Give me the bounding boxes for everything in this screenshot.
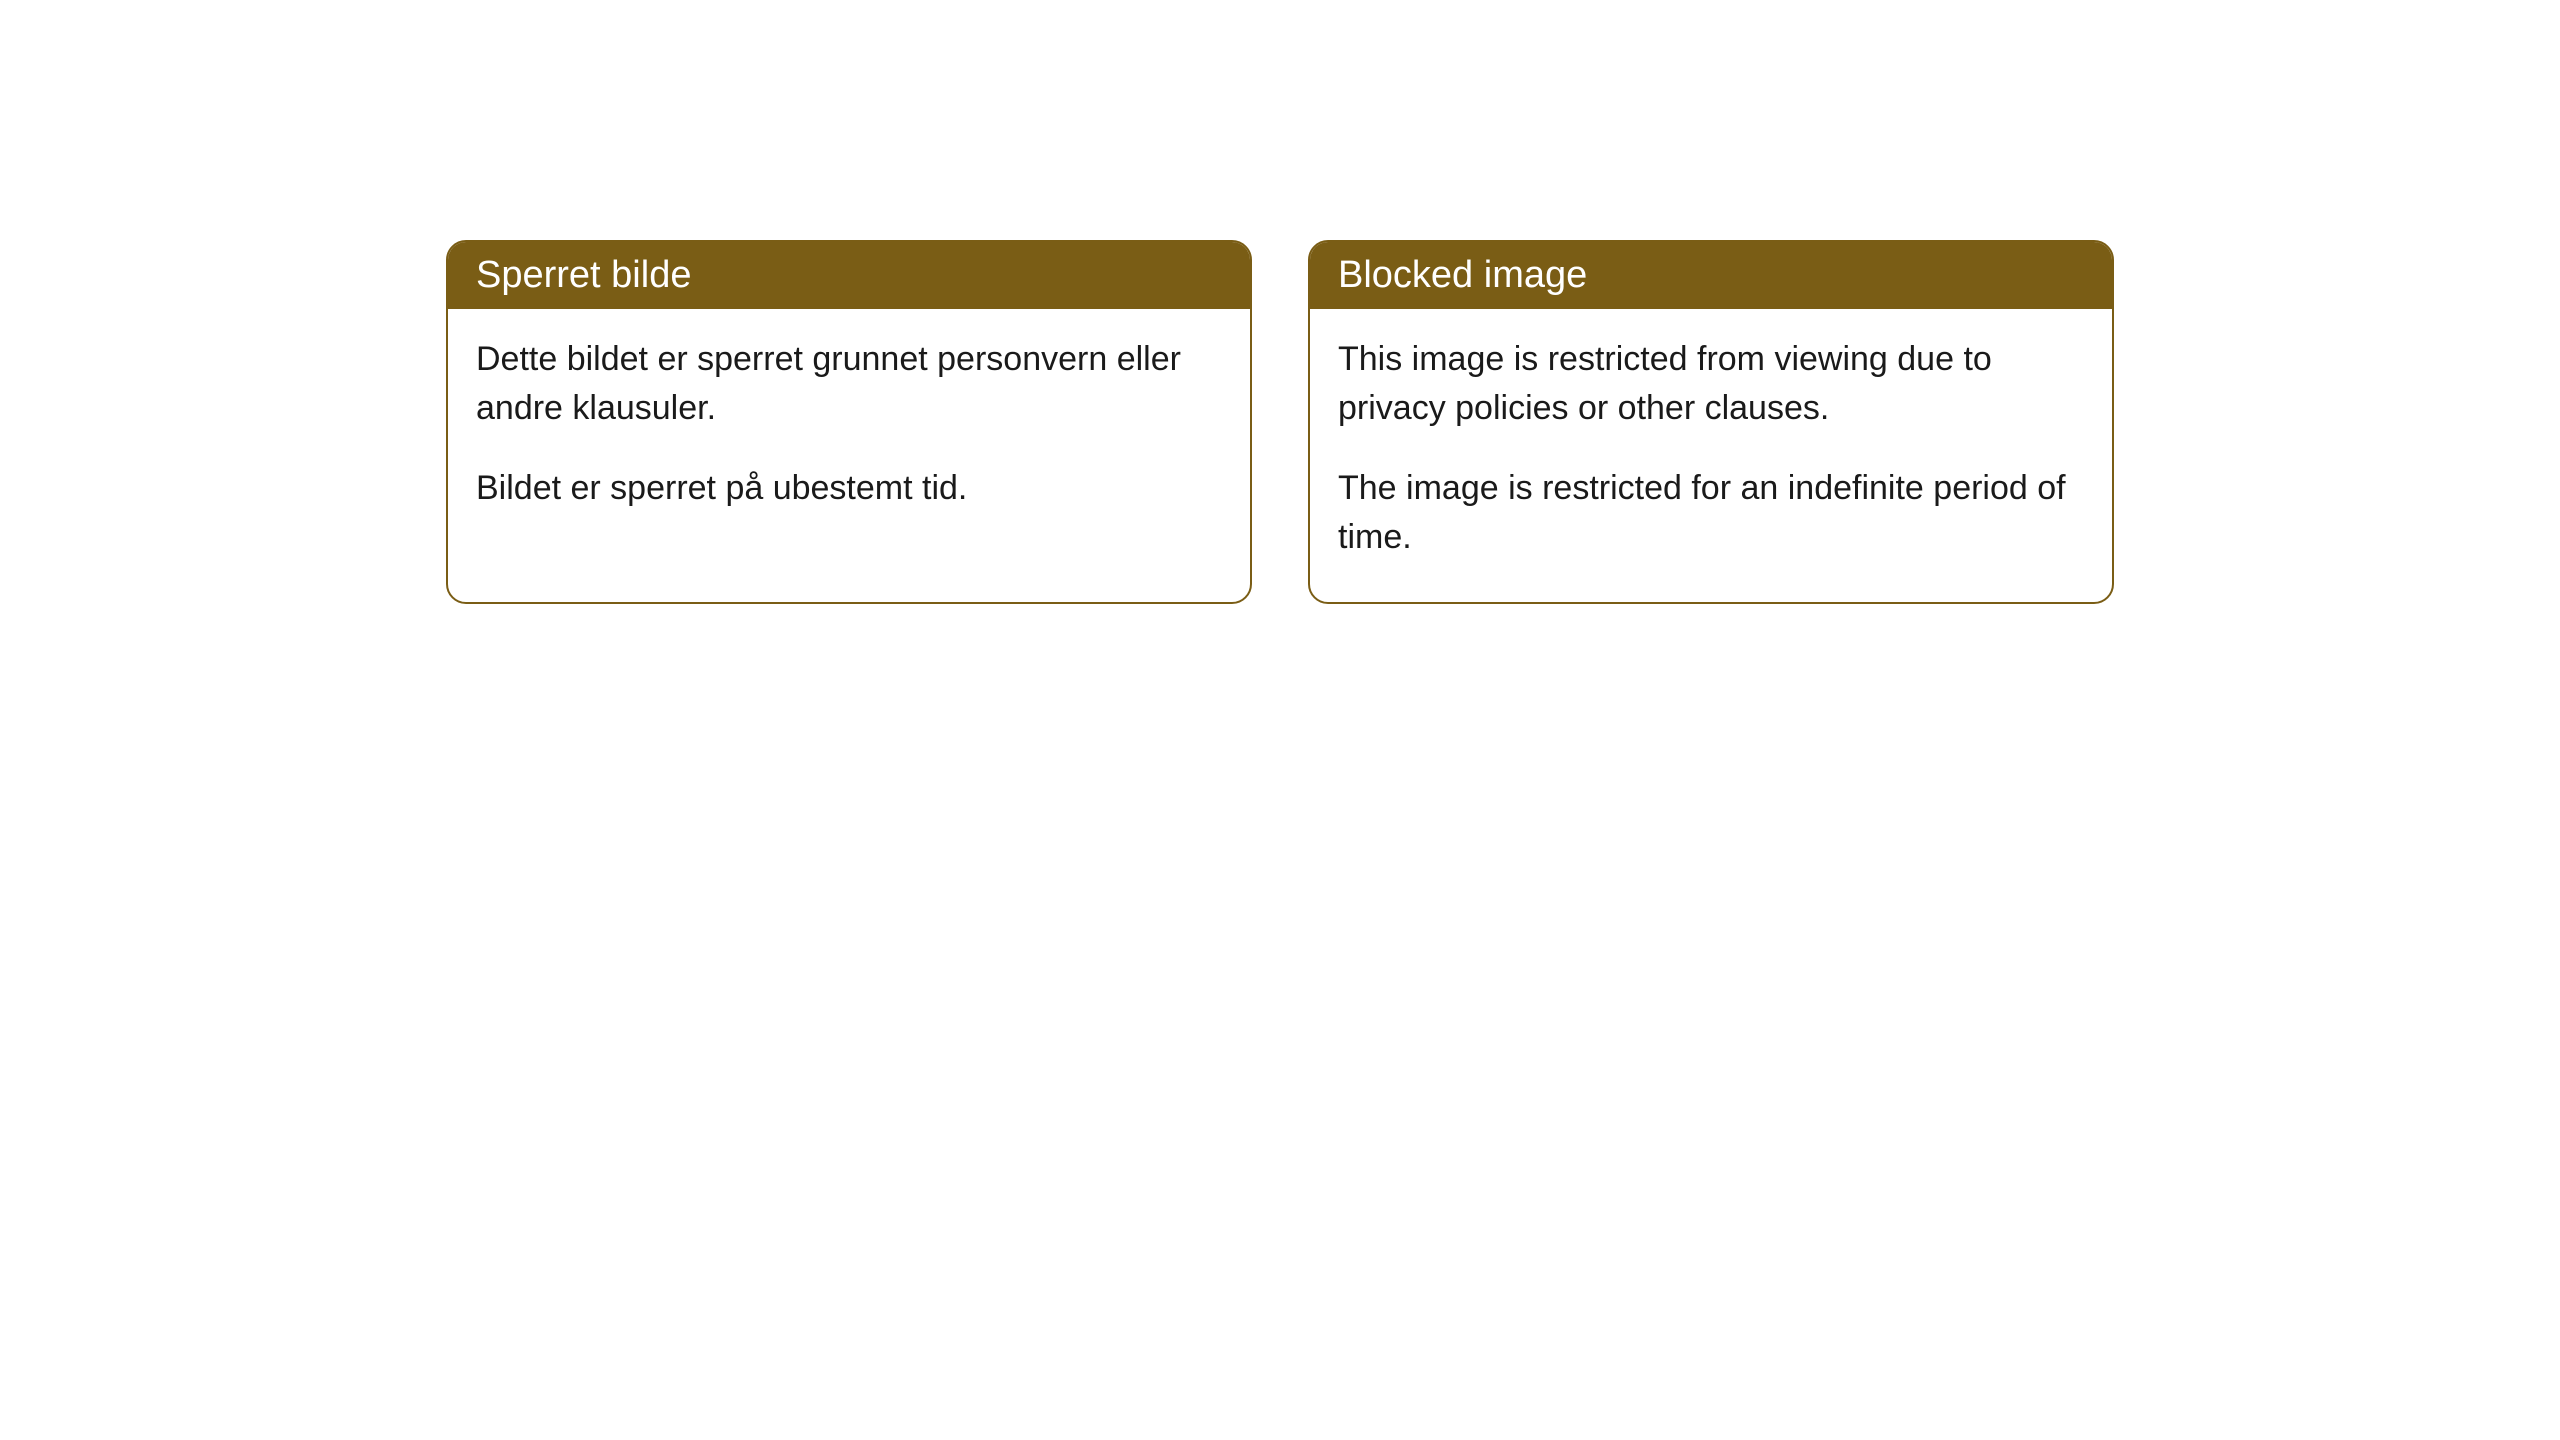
- card-paragraph-1: Dette bildet er sperret grunnet personve…: [476, 335, 1222, 434]
- blocked-image-card-norwegian: Sperret bilde Dette bildet er sperret gr…: [446, 240, 1252, 604]
- card-body-norwegian: Dette bildet er sperret grunnet personve…: [448, 309, 1250, 553]
- card-paragraph-2: Bildet er sperret på ubestemt tid.: [476, 464, 1222, 513]
- card-header-norwegian: Sperret bilde: [448, 242, 1250, 309]
- blocked-image-card-english: Blocked image This image is restricted f…: [1308, 240, 2114, 604]
- card-paragraph-1: This image is restricted from viewing du…: [1338, 335, 2084, 434]
- card-title: Blocked image: [1338, 254, 1587, 296]
- card-paragraph-2: The image is restricted for an indefinit…: [1338, 464, 2084, 563]
- card-header-english: Blocked image: [1310, 242, 2112, 309]
- card-body-english: This image is restricted from viewing du…: [1310, 309, 2112, 602]
- cards-container: Sperret bilde Dette bildet er sperret gr…: [446, 240, 2114, 604]
- card-title: Sperret bilde: [476, 254, 691, 296]
